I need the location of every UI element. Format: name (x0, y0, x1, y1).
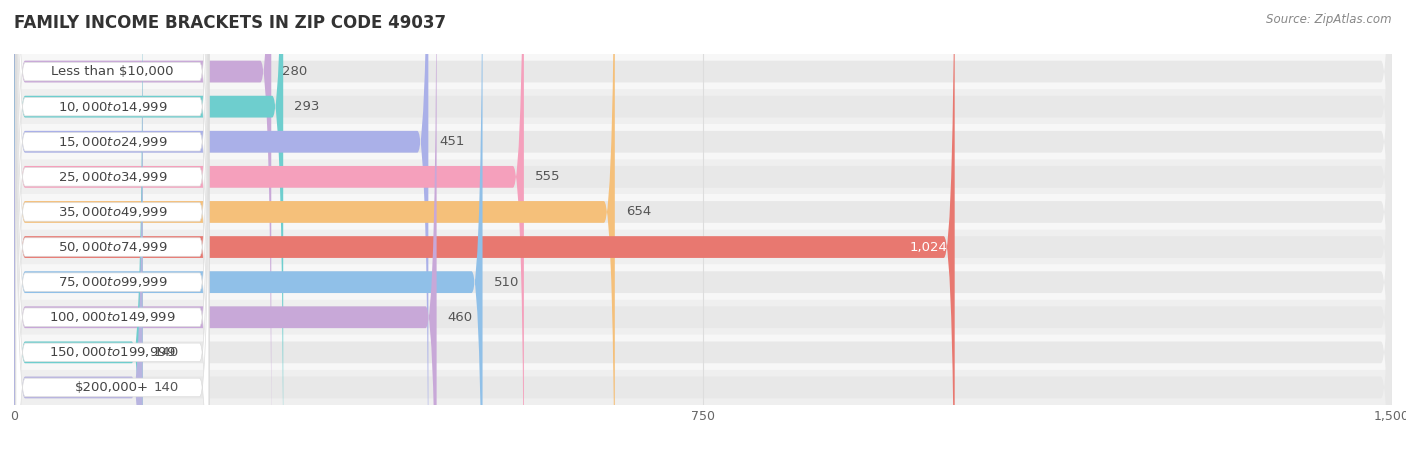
FancyBboxPatch shape (14, 0, 142, 450)
Text: 1,024: 1,024 (910, 241, 948, 253)
Text: 140: 140 (153, 381, 179, 394)
FancyBboxPatch shape (14, 0, 1392, 450)
Text: 140: 140 (153, 346, 179, 359)
FancyBboxPatch shape (15, 0, 209, 413)
Text: 654: 654 (626, 206, 651, 218)
Text: Less than $10,000: Less than $10,000 (51, 65, 173, 78)
FancyBboxPatch shape (14, 0, 283, 450)
FancyBboxPatch shape (14, 54, 1392, 89)
FancyBboxPatch shape (15, 0, 209, 450)
Text: 451: 451 (439, 135, 465, 148)
Text: FAMILY INCOME BRACKETS IN ZIP CODE 49037: FAMILY INCOME BRACKETS IN ZIP CODE 49037 (14, 14, 446, 32)
FancyBboxPatch shape (15, 46, 209, 450)
FancyBboxPatch shape (14, 0, 1392, 450)
FancyBboxPatch shape (14, 159, 1392, 194)
FancyBboxPatch shape (14, 0, 271, 450)
FancyBboxPatch shape (14, 0, 482, 450)
FancyBboxPatch shape (14, 124, 1392, 159)
Text: $100,000 to $149,999: $100,000 to $149,999 (49, 310, 176, 324)
FancyBboxPatch shape (15, 0, 209, 450)
FancyBboxPatch shape (14, 0, 614, 450)
FancyBboxPatch shape (15, 0, 209, 450)
FancyBboxPatch shape (14, 0, 1392, 450)
FancyBboxPatch shape (14, 300, 1392, 335)
FancyBboxPatch shape (14, 0, 429, 450)
FancyBboxPatch shape (14, 0, 1392, 450)
Text: 510: 510 (494, 276, 519, 288)
FancyBboxPatch shape (14, 0, 1392, 450)
FancyBboxPatch shape (14, 0, 1392, 450)
Text: $10,000 to $14,999: $10,000 to $14,999 (58, 99, 167, 114)
FancyBboxPatch shape (15, 0, 209, 448)
FancyBboxPatch shape (14, 0, 1392, 450)
FancyBboxPatch shape (14, 0, 1392, 450)
FancyBboxPatch shape (14, 0, 955, 450)
FancyBboxPatch shape (14, 89, 1392, 124)
Text: $25,000 to $34,999: $25,000 to $34,999 (58, 170, 167, 184)
FancyBboxPatch shape (14, 0, 524, 450)
Text: $150,000 to $199,999: $150,000 to $199,999 (49, 345, 176, 360)
FancyBboxPatch shape (14, 0, 142, 450)
Text: $15,000 to $24,999: $15,000 to $24,999 (58, 135, 167, 149)
Text: 293: 293 (294, 100, 319, 113)
Text: $75,000 to $99,999: $75,000 to $99,999 (58, 275, 167, 289)
FancyBboxPatch shape (15, 0, 209, 450)
Text: 460: 460 (447, 311, 472, 324)
FancyBboxPatch shape (14, 335, 1392, 370)
Text: 280: 280 (283, 65, 308, 78)
Text: 555: 555 (534, 171, 561, 183)
Text: $35,000 to $49,999: $35,000 to $49,999 (58, 205, 167, 219)
FancyBboxPatch shape (14, 0, 1392, 450)
FancyBboxPatch shape (14, 0, 1392, 450)
Text: Source: ZipAtlas.com: Source: ZipAtlas.com (1267, 14, 1392, 27)
Text: $200,000+: $200,000+ (76, 381, 149, 394)
FancyBboxPatch shape (14, 230, 1392, 265)
FancyBboxPatch shape (14, 370, 1392, 405)
Text: $50,000 to $74,999: $50,000 to $74,999 (58, 240, 167, 254)
FancyBboxPatch shape (15, 11, 209, 450)
FancyBboxPatch shape (14, 265, 1392, 300)
FancyBboxPatch shape (15, 0, 209, 450)
FancyBboxPatch shape (15, 0, 209, 450)
FancyBboxPatch shape (14, 0, 437, 450)
FancyBboxPatch shape (14, 194, 1392, 230)
